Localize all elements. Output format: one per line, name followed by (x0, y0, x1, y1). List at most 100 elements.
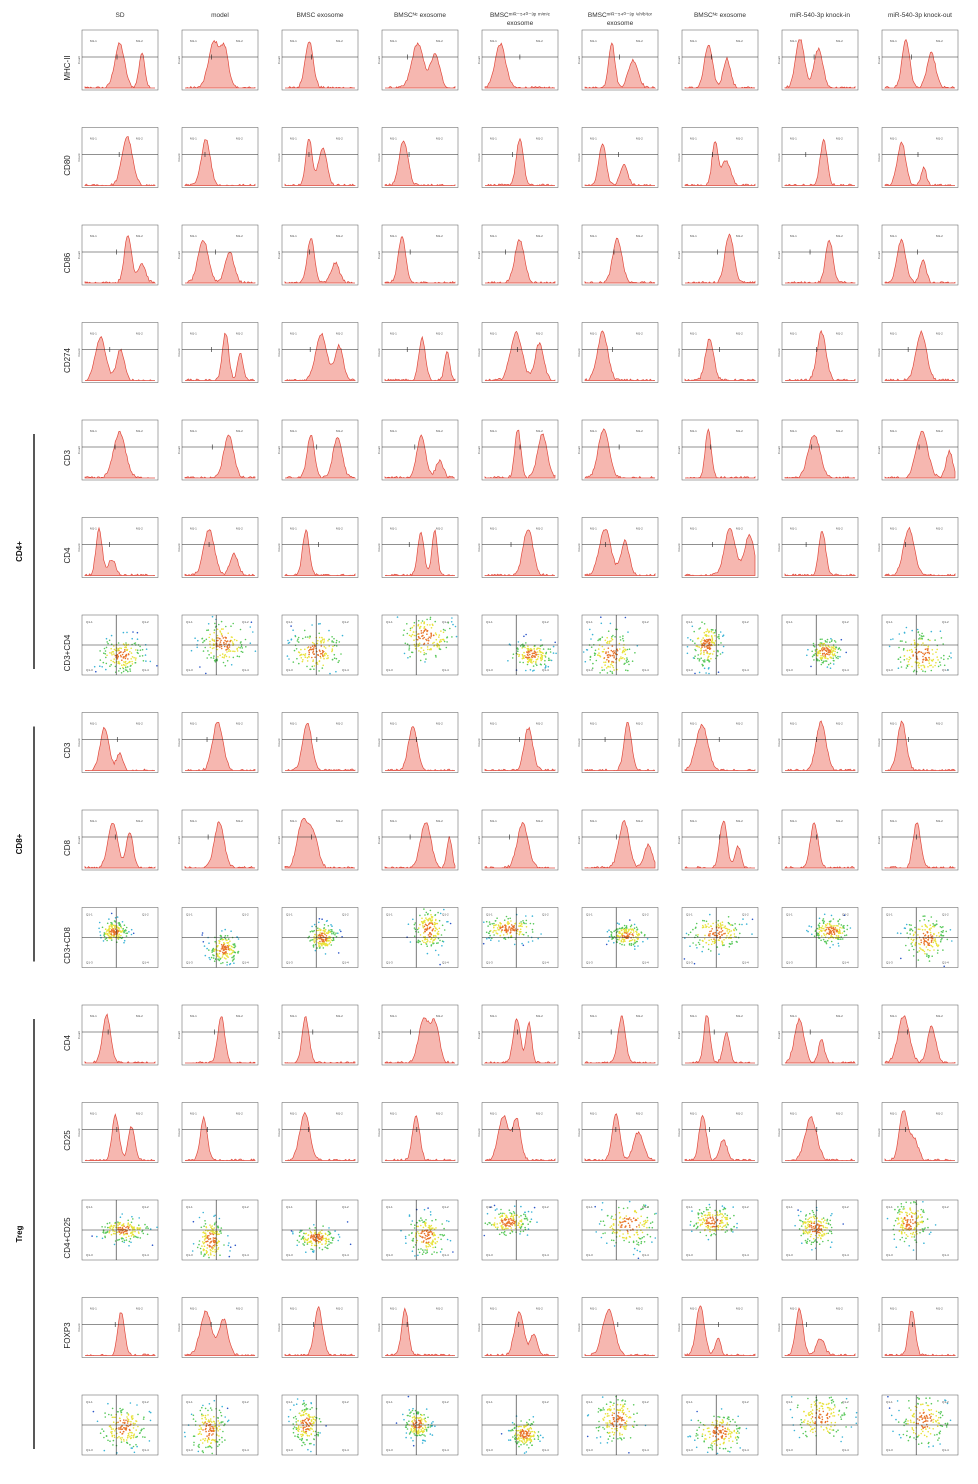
density-point (913, 639, 916, 642)
density-point (131, 656, 134, 658)
quadrant-label-2: Q1-2 (142, 1205, 149, 1209)
histogram (185, 39, 256, 89)
density-point (601, 1209, 603, 1211)
density-point (504, 1219, 507, 1222)
density-point (127, 1223, 129, 1225)
density-point (616, 930, 619, 932)
density-point (917, 959, 920, 961)
density-point (325, 1242, 328, 1244)
y-axis-label: Count (177, 1031, 181, 1039)
density-point (507, 917, 510, 920)
density-point (523, 635, 525, 638)
density-point (823, 913, 826, 916)
quadrant-label-1: Q1-1 (586, 913, 593, 917)
density-point (302, 1238, 305, 1241)
quadrant-label-1: Q1-1 (386, 620, 393, 624)
y-axis-label: Count (177, 251, 181, 259)
density-point (130, 1232, 132, 1234)
density-point (245, 646, 247, 648)
density-point (298, 662, 300, 665)
density-point (919, 637, 921, 639)
density-point (437, 930, 440, 933)
density-point (933, 933, 935, 936)
density-point (311, 930, 313, 932)
density-point (314, 1244, 317, 1247)
histogram (484, 726, 556, 772)
density-point (432, 1239, 434, 1241)
density-point (128, 1240, 131, 1243)
density-point (928, 660, 930, 662)
density-point (217, 637, 219, 639)
density-point (431, 917, 433, 919)
density-point (604, 1232, 606, 1234)
density-point (610, 1239, 613, 1241)
density-point (220, 633, 223, 636)
density-point (423, 636, 426, 639)
histogram (84, 430, 155, 479)
density-point (127, 653, 130, 655)
density-point (288, 658, 290, 660)
density-point (333, 931, 335, 934)
density-point (224, 953, 227, 956)
gate-label-right: M1-2 (836, 39, 843, 43)
density-point (316, 1233, 319, 1236)
density-point (331, 929, 333, 931)
density-point (224, 654, 226, 656)
density-point (611, 635, 613, 638)
density-point (114, 654, 117, 657)
density-point (237, 938, 240, 940)
density-point (541, 658, 543, 661)
density-point (924, 657, 927, 659)
y-axis-label: Count (277, 1031, 281, 1039)
density-point (226, 939, 228, 941)
density-point (430, 633, 433, 635)
quadrant-label-3: Q1-3 (486, 961, 493, 965)
density-point (829, 641, 831, 643)
density-point (524, 646, 526, 649)
density-point (121, 666, 124, 669)
density-point (117, 642, 120, 644)
quadrant-label-1: Q1-1 (186, 913, 193, 917)
density-point (609, 622, 612, 625)
density-point (327, 925, 330, 927)
density-point (818, 922, 821, 925)
y-axis-label: Count (877, 446, 881, 454)
density-point (426, 1235, 429, 1237)
histogram (284, 238, 355, 284)
density-point (513, 1205, 516, 1207)
density-point (920, 941, 923, 944)
density-point (807, 930, 809, 933)
y-axis-label: Count (877, 251, 881, 259)
density-point (500, 1208, 502, 1211)
density-point (846, 928, 848, 931)
density-point (294, 635, 297, 638)
histogram (385, 42, 456, 89)
density-point (426, 918, 428, 921)
density-point (595, 659, 598, 662)
density-point (927, 638, 930, 641)
density-point (630, 931, 632, 934)
density-point (934, 938, 936, 940)
panel-frame (781, 224, 859, 286)
density-point (117, 1221, 119, 1223)
density-point (316, 642, 319, 645)
density-point (636, 933, 638, 935)
density-point (128, 1235, 130, 1237)
column-header-4: BMSCᵐⁱᴿ⁻⁵⁴⁰⁻³ᵖ ᵐⁱᵐⁱᶜ (490, 11, 551, 19)
density-point (108, 1230, 111, 1232)
density-point (316, 661, 318, 664)
density-point (825, 660, 828, 662)
density-point (824, 926, 827, 928)
density-point (703, 659, 706, 661)
density-point (643, 1235, 645, 1238)
density-point (237, 952, 239, 954)
density-point (239, 628, 242, 631)
density-point (431, 1233, 434, 1236)
density-point (710, 630, 713, 633)
density-point (622, 1207, 625, 1210)
density-point (820, 642, 823, 644)
density-point (507, 929, 509, 932)
